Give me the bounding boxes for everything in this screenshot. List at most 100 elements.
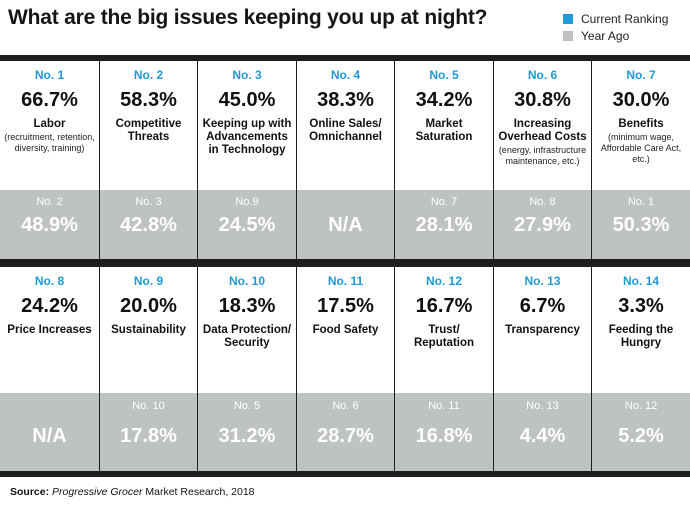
current-percent: 17.5% <box>317 295 374 317</box>
year-ago-percent: N/A <box>328 214 363 236</box>
issue-label: Labor <box>33 118 66 130</box>
current-percent: 6.7% <box>519 295 566 317</box>
bottom-divider <box>0 471 690 477</box>
year-ago-ranking: No. 13 4.4% <box>494 393 591 471</box>
year-ago-rank: No.9 <box>235 196 259 208</box>
issue-cell: No. 12 16.7% Trust/ Reputation No. 11 16.8% <box>394 267 493 471</box>
current-ranking: No. 12 16.7% Trust/ Reputation <box>395 267 493 393</box>
issue-note: (minimum wage, Affordable Care Act, etc.… <box>600 132 682 164</box>
current-rank: No. 5 <box>429 68 459 82</box>
year-ago-percent: 28.1% <box>415 214 473 236</box>
year-ago-percent: N/A <box>32 425 67 447</box>
issue-cell: No. 4 38.3% Online Sales/ Omnichannel N/A <box>296 61 394 259</box>
issue-cell: No. 1 66.7% Labor (recruitment, retention, … <box>0 61 99 259</box>
issue-label: Sustainability <box>111 324 186 336</box>
year-ago-percent: 31.2% <box>218 425 276 447</box>
issue-cell: No. 8 24.2% Price Increases N/A <box>0 267 99 471</box>
current-rank: No. 12 <box>425 274 462 288</box>
legend-item-current: Current Ranking <box>563 10 668 27</box>
current-percent: 45.0% <box>218 89 276 111</box>
current-ranking: No. 13 6.7% Transparency <box>494 267 591 393</box>
issue-cell: No. 3 45.0% Keeping up with Advancements i… <box>197 61 296 259</box>
year-ago-percent: 24.5% <box>218 214 276 236</box>
current-percent: 38.3% <box>317 89 374 111</box>
legend-label-current: Current Ranking <box>581 11 669 26</box>
year-ago-rank: No. 3 <box>135 196 162 208</box>
year-ago-ranking: No. 5 31.2% <box>198 393 296 471</box>
issue-cell: No. 13 6.7% Transparency No. 13 4.4% <box>493 267 591 471</box>
year-ago-percent: 48.9% <box>21 214 78 236</box>
current-ranking: No. 7 30.0% Benefits (minimum wage, Afforda… <box>592 61 690 190</box>
year-ago-ranking: No. 2 48.9% <box>0 190 99 259</box>
current-ranking: No. 9 20.0% Sustainability <box>100 267 197 393</box>
current-rank: No. 3 <box>232 68 262 82</box>
year-ago-rank: No. 11 <box>428 400 460 412</box>
current-ranking: No. 10 18.3% Data Protection/ Security <box>198 267 296 393</box>
issue-cell: No. 7 30.0% Benefits (minimum wage, Afforda… <box>591 61 690 259</box>
issue-cell: No. 10 18.3% Data Protection/ Security No. … <box>197 267 296 471</box>
source-publication: Progressive Grocer <box>52 486 143 498</box>
current-rank: No. 6 <box>527 68 558 82</box>
current-percent: 66.7% <box>21 89 78 111</box>
year-ago-ranking: N/A <box>0 393 99 471</box>
current-ranking: No. 1 66.7% Labor (recruitment, retention, … <box>0 61 99 190</box>
year-ago-rank: No. 6 <box>332 400 359 412</box>
current-ranking: No. 14 3.3% Feeding the Hungry <box>592 267 690 393</box>
issue-label: Keeping up with Advancements in Technolo… <box>202 118 292 156</box>
issue-label: Online Sales/ Omnichannel <box>309 118 382 143</box>
current-rank: No. 13 <box>524 274 561 288</box>
source-prefix: Source: <box>10 486 50 498</box>
current-percent: 34.2% <box>415 89 473 111</box>
issue-cell: No. 5 34.2% Market Saturation No. 7 28.1% <box>394 61 493 259</box>
current-rank: No. 14 <box>622 274 659 288</box>
issue-label: Feeding the Hungry <box>608 324 674 349</box>
legend-item-previous: Year Ago <box>563 27 668 44</box>
issue-cell: No. 9 20.0% Sustainability No. 10 17.8% <box>99 267 197 471</box>
year-ago-percent: 4.4% <box>519 425 566 447</box>
current-rank: No. 2 <box>133 68 164 82</box>
current-ranking: No. 8 24.2% Price Increases <box>0 267 99 393</box>
current-percent: 20.0% <box>120 295 177 317</box>
source-rest: Market Research, 2018 <box>142 486 255 498</box>
current-percent: 58.3% <box>120 89 177 111</box>
year-ago-ranking: No. 11 16.8% <box>395 393 493 471</box>
year-ago-rank: No. 10 <box>132 400 165 412</box>
current-percent: 30.0% <box>612 89 670 111</box>
issue-cell: No. 11 17.5% Food Safety No. 6 28.7% <box>296 267 394 471</box>
current-percent: 3.3% <box>618 295 664 317</box>
year-ago-ranking: No. 6 28.7% <box>297 393 394 471</box>
current-percent: 18.3% <box>218 295 276 317</box>
issue-cell: No. 6 30.8% Increasing Overhead Costs (ener… <box>493 61 591 259</box>
top-divider <box>0 55 690 61</box>
year-ago-rank: No. 5 <box>233 400 261 412</box>
year-ago-ranking: No. 3 42.8% <box>100 190 197 259</box>
year-ago-rank: No. 13 <box>526 400 559 412</box>
issue-label: Increasing Overhead Costs <box>498 118 587 143</box>
current-percent: 24.2% <box>21 295 78 317</box>
year-ago-ranking: No. 7 28.1% <box>395 190 493 259</box>
year-ago-percent: 42.8% <box>120 214 177 236</box>
year-ago-ranking: No. 12 5.2% <box>592 393 690 471</box>
year-ago-percent: 28.7% <box>317 425 374 447</box>
issue-label: Benefits <box>618 118 664 130</box>
current-ranking: No. 4 38.3% Online Sales/ Omnichannel <box>297 61 394 190</box>
year-ago-rank: No. 7 <box>430 196 458 208</box>
chart-title: What are the big issues keeping you up a… <box>8 6 488 29</box>
year-ago-percent: 17.8% <box>120 425 177 447</box>
issue-label: Market Saturation <box>415 118 473 143</box>
issue-label: Trust/ Reputation <box>413 324 475 349</box>
issue-label: Food Safety <box>312 324 379 336</box>
legend-swatch-previous <box>563 30 573 41</box>
year-ago-rank: No. 8 <box>529 196 556 208</box>
current-rank: No. 10 <box>228 274 265 288</box>
year-ago-ranking: No.9 24.5% <box>198 190 296 259</box>
current-rank: No. 8 <box>34 274 65 288</box>
year-ago-ranking: N/A <box>297 190 394 259</box>
source-note: Source: Progressive Grocer Market Resear… <box>10 486 255 498</box>
year-ago-percent: 27.9% <box>514 214 571 236</box>
current-percent: 30.8% <box>514 89 571 111</box>
current-rank: No. 4 <box>330 68 361 82</box>
year-ago-percent: 5.2% <box>618 425 664 447</box>
year-ago-rank <box>0 400 99 412</box>
year-ago-rank: No. 12 <box>624 400 658 412</box>
